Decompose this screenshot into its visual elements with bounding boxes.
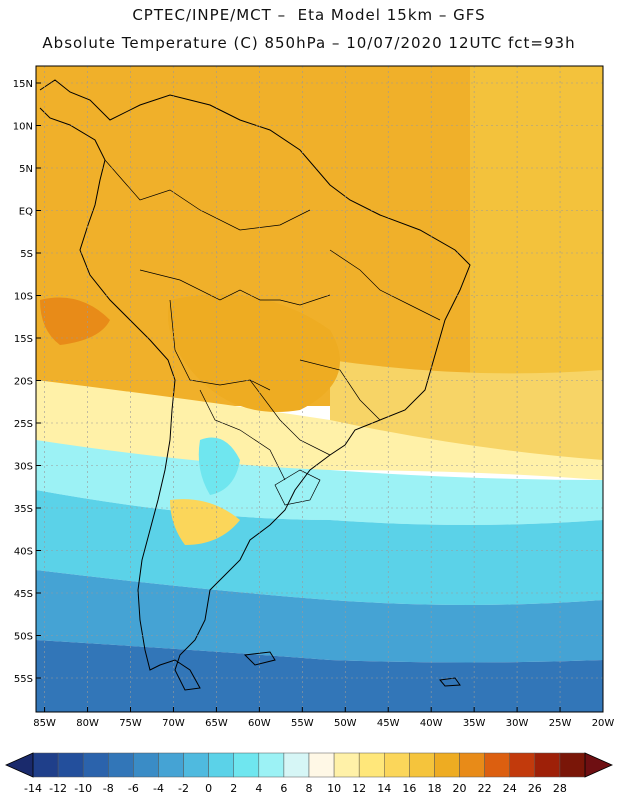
field-warm-core (168, 294, 340, 412)
colorbar-label: 10 (327, 782, 341, 795)
colorbar-swatch (208, 752, 234, 778)
chart-title-line-2: Absolute Temperature (C) 850hPa – 10/07/… (42, 34, 576, 52)
field-ocean-northeast (470, 66, 603, 386)
lon-label: 65W (205, 718, 228, 729)
colorbar-swatch (509, 752, 536, 778)
colorbar-swatch (158, 752, 184, 778)
colorbar-swatch (82, 752, 109, 778)
lat-label: 30S (14, 462, 33, 473)
colorbar-label: -6 (128, 782, 139, 795)
lat-label: 45S (14, 589, 33, 600)
lat-label: 20S (14, 377, 33, 388)
colorbar: -14 -12 -10 -8 -6 -4 -2 0 2 4 6 8 10 12 14 16 18 20 22 24 26… (5, 752, 613, 795)
colorbar-swatch (183, 752, 209, 778)
lon-label: 30W (506, 718, 529, 729)
colorbar-label: 18 (427, 782, 441, 795)
lat-label: 10N (13, 122, 33, 133)
colorbar-swatch (57, 752, 84, 778)
colorbar-label: 20 (453, 782, 467, 795)
field-mild-band (36, 380, 603, 480)
colorbar-swatch (559, 752, 586, 778)
colorbar-label: -12 (49, 782, 67, 795)
colorbar-label: 14 (377, 782, 391, 795)
colorbar-swatch (484, 752, 510, 778)
lat-label: 35S (14, 504, 33, 515)
colorbar-label: 16 (402, 782, 416, 795)
lon-label: 50W (334, 718, 357, 729)
lat-label: 25S (14, 419, 33, 430)
chart-title-line-1: CPTEC/INPE/MCT – Eta Model 15km – GFS (132, 6, 486, 24)
colorbar-label: 28 (553, 782, 567, 795)
field-patagonia-mild (170, 499, 240, 545)
longitude-axis: 85W 80W 75W 70W 65W 60W 55W 50W 45W 40W 35W 30W 25W 2… (33, 718, 614, 729)
lat-label: 40S (14, 547, 33, 558)
colorbar-swatch (233, 752, 260, 778)
colorbar-swatch (358, 752, 385, 778)
colorbar-swatch (283, 752, 310, 778)
lon-label: 55W (291, 718, 314, 729)
colorbar-swatch (534, 752, 561, 778)
colorbar-swatch (384, 752, 410, 778)
lat-label: 15S (14, 334, 33, 345)
colorbar-swatch (308, 752, 335, 778)
lat-label: 5S (20, 249, 33, 260)
lon-label: 80W (76, 718, 99, 729)
lon-label: 85W (33, 718, 56, 729)
colorbar-label: -10 (74, 782, 92, 795)
colorbar-swatch (258, 752, 285, 778)
lat-label: 50S (14, 632, 33, 643)
colorbar-label: 26 (528, 782, 542, 795)
lat-label: 15N (13, 79, 33, 90)
colorbar-swatch (434, 752, 460, 778)
lon-label: 75W (119, 718, 142, 729)
colorbar-label: 0 (205, 782, 212, 795)
temperature-map: 15N 10N 5N EQ 5S 10S 15S 20S 25S 30S 35S 40S 45S 50S 5… (13, 65, 614, 729)
colorbar-swatch (333, 752, 360, 778)
colorbar-swatch (459, 752, 485, 778)
coastlines (39, 79, 471, 691)
graticule (36, 66, 604, 712)
latitude-axis: 15N 10N 5N EQ 5S 10S 15S 20S 25S 30S 35S 40S 45S 50S 5… (13, 79, 33, 685)
colorbar-label: 24 (503, 782, 517, 795)
field-cold-south-3 (36, 640, 603, 712)
colorbar-label: -14 (24, 782, 42, 795)
field-andes-cold-spot (198, 437, 240, 495)
colorbar-swatch (409, 752, 435, 778)
lat-label: EQ (19, 207, 33, 218)
lon-label: 60W (248, 718, 271, 729)
lon-label: 40W (420, 718, 443, 729)
colorbar-label: -2 (178, 782, 189, 795)
colorbar-label: 22 (478, 782, 492, 795)
colorbar-label: 2 (230, 782, 237, 795)
colorbar-label: 12 (352, 782, 366, 795)
colorbar-swatch (108, 752, 134, 778)
lon-label: 20W (592, 718, 615, 729)
lon-label: 25W (549, 718, 572, 729)
lon-label: 35W (463, 718, 486, 729)
colorbar-label: -4 (153, 782, 164, 795)
colorbar-high-arrow (584, 752, 613, 778)
colorbar-swatch (32, 752, 59, 778)
lat-label: 10S (14, 292, 33, 303)
lat-label: 5N (19, 164, 33, 175)
colorbar-low-arrow (5, 752, 34, 778)
colorbar-label: 6 (280, 782, 287, 795)
map-frame (35, 65, 604, 713)
lon-label: 45W (377, 718, 400, 729)
colorbar-swatch (133, 752, 159, 778)
colorbar-label: -8 (103, 782, 114, 795)
lon-label: 70W (162, 718, 185, 729)
colorbar-label: 8 (306, 782, 313, 795)
country-borders (104, 159, 441, 506)
lat-label: 55S (14, 674, 33, 685)
field-pacific-warm (40, 297, 110, 345)
colorbar-label: 4 (255, 782, 262, 795)
